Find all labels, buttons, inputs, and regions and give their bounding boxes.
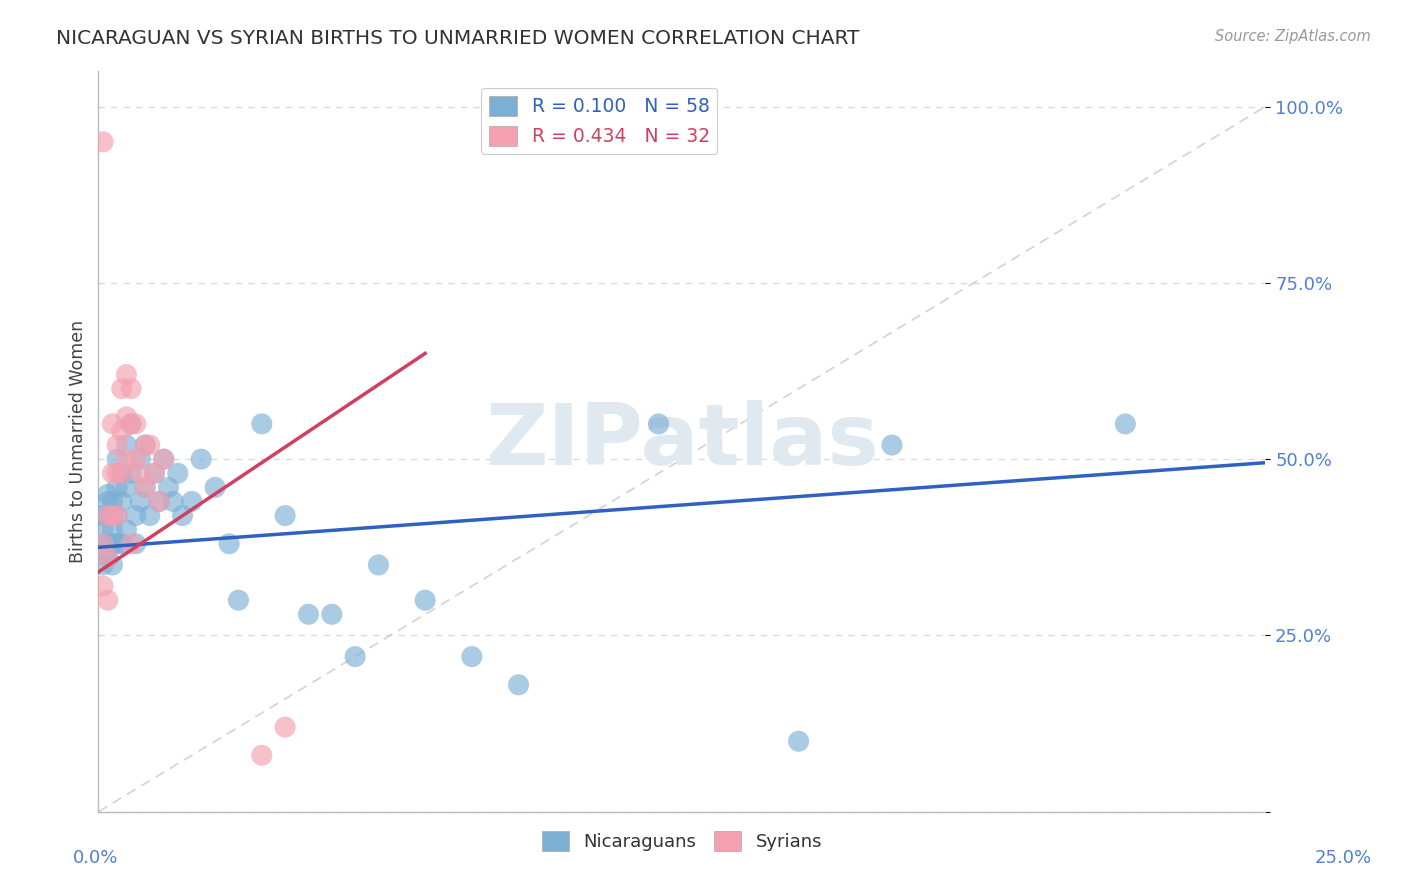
Point <box>125 452 148 467</box>
Point <box>162 494 184 508</box>
Point <box>97 508 120 523</box>
Point <box>115 480 138 494</box>
Point <box>148 494 170 508</box>
Point <box>250 417 273 431</box>
Point <box>115 438 138 452</box>
Point <box>129 467 152 481</box>
Point <box>274 508 297 523</box>
Point <box>115 452 138 467</box>
Point <box>367 558 389 572</box>
Point <box>125 537 148 551</box>
Point <box>134 480 156 494</box>
Point <box>139 438 162 452</box>
Point <box>101 494 124 508</box>
Point <box>134 438 156 452</box>
Point <box>344 649 367 664</box>
Point <box>97 537 120 551</box>
Y-axis label: Births to Unmarried Women: Births to Unmarried Women <box>69 320 87 563</box>
Point <box>91 579 114 593</box>
Point <box>105 508 128 523</box>
Point <box>143 467 166 481</box>
Point <box>647 417 669 431</box>
Point <box>105 438 128 452</box>
Point <box>190 452 212 467</box>
Point <box>91 135 114 149</box>
Point <box>157 480 180 494</box>
Point <box>91 558 114 572</box>
Point <box>101 417 124 431</box>
Point <box>111 424 134 438</box>
Point <box>172 508 194 523</box>
Point <box>180 494 202 508</box>
Point <box>134 480 156 494</box>
Text: 25.0%: 25.0% <box>1315 849 1371 867</box>
Point <box>111 467 134 481</box>
Point <box>787 734 810 748</box>
Point <box>139 508 162 523</box>
Point <box>120 382 142 396</box>
Point <box>115 409 138 424</box>
Point <box>97 487 120 501</box>
Text: ZIPatlas: ZIPatlas <box>485 400 879 483</box>
Point <box>148 494 170 508</box>
Point <box>105 452 128 467</box>
Point <box>125 508 148 523</box>
Point <box>105 508 128 523</box>
Text: NICARAGUAN VS SYRIAN BIRTHS TO UNMARRIED WOMEN CORRELATION CHART: NICARAGUAN VS SYRIAN BIRTHS TO UNMARRIED… <box>56 29 859 47</box>
Point <box>129 452 152 467</box>
Legend: Nicaraguans, Syrians: Nicaraguans, Syrians <box>534 824 830 858</box>
Point <box>166 467 188 481</box>
Point <box>101 467 124 481</box>
Point <box>413 593 436 607</box>
Point <box>228 593 250 607</box>
Text: Source: ZipAtlas.com: Source: ZipAtlas.com <box>1215 29 1371 44</box>
Point <box>880 438 903 452</box>
Point <box>274 720 297 734</box>
Point <box>91 537 114 551</box>
Point <box>97 550 120 565</box>
Point <box>120 417 142 431</box>
Point <box>105 537 128 551</box>
Point <box>115 523 138 537</box>
Point <box>152 452 174 467</box>
Point <box>101 523 124 537</box>
Point <box>125 417 148 431</box>
Point <box>250 748 273 763</box>
Point <box>1114 417 1136 431</box>
Point <box>120 467 142 481</box>
Point <box>129 494 152 508</box>
Point <box>134 438 156 452</box>
Point <box>97 593 120 607</box>
Point <box>101 508 124 523</box>
Point <box>111 382 134 396</box>
Point <box>204 480 226 494</box>
Text: 0.0%: 0.0% <box>73 849 118 867</box>
Point <box>111 494 134 508</box>
Point <box>101 558 124 572</box>
Point <box>101 508 124 523</box>
Point <box>508 678 530 692</box>
Point <box>101 537 124 551</box>
Point <box>111 467 134 481</box>
Point <box>120 537 142 551</box>
Point <box>143 467 166 481</box>
Point <box>321 607 343 622</box>
Point <box>297 607 319 622</box>
Point <box>97 550 120 565</box>
Point <box>91 537 114 551</box>
Point <box>91 508 114 523</box>
Point <box>218 537 240 551</box>
Point <box>97 508 120 523</box>
Point <box>115 368 138 382</box>
Point <box>97 494 120 508</box>
Point <box>91 523 114 537</box>
Point <box>111 537 134 551</box>
Point <box>105 480 128 494</box>
Point <box>105 467 128 481</box>
Point <box>120 417 142 431</box>
Point <box>152 452 174 467</box>
Point <box>461 649 484 664</box>
